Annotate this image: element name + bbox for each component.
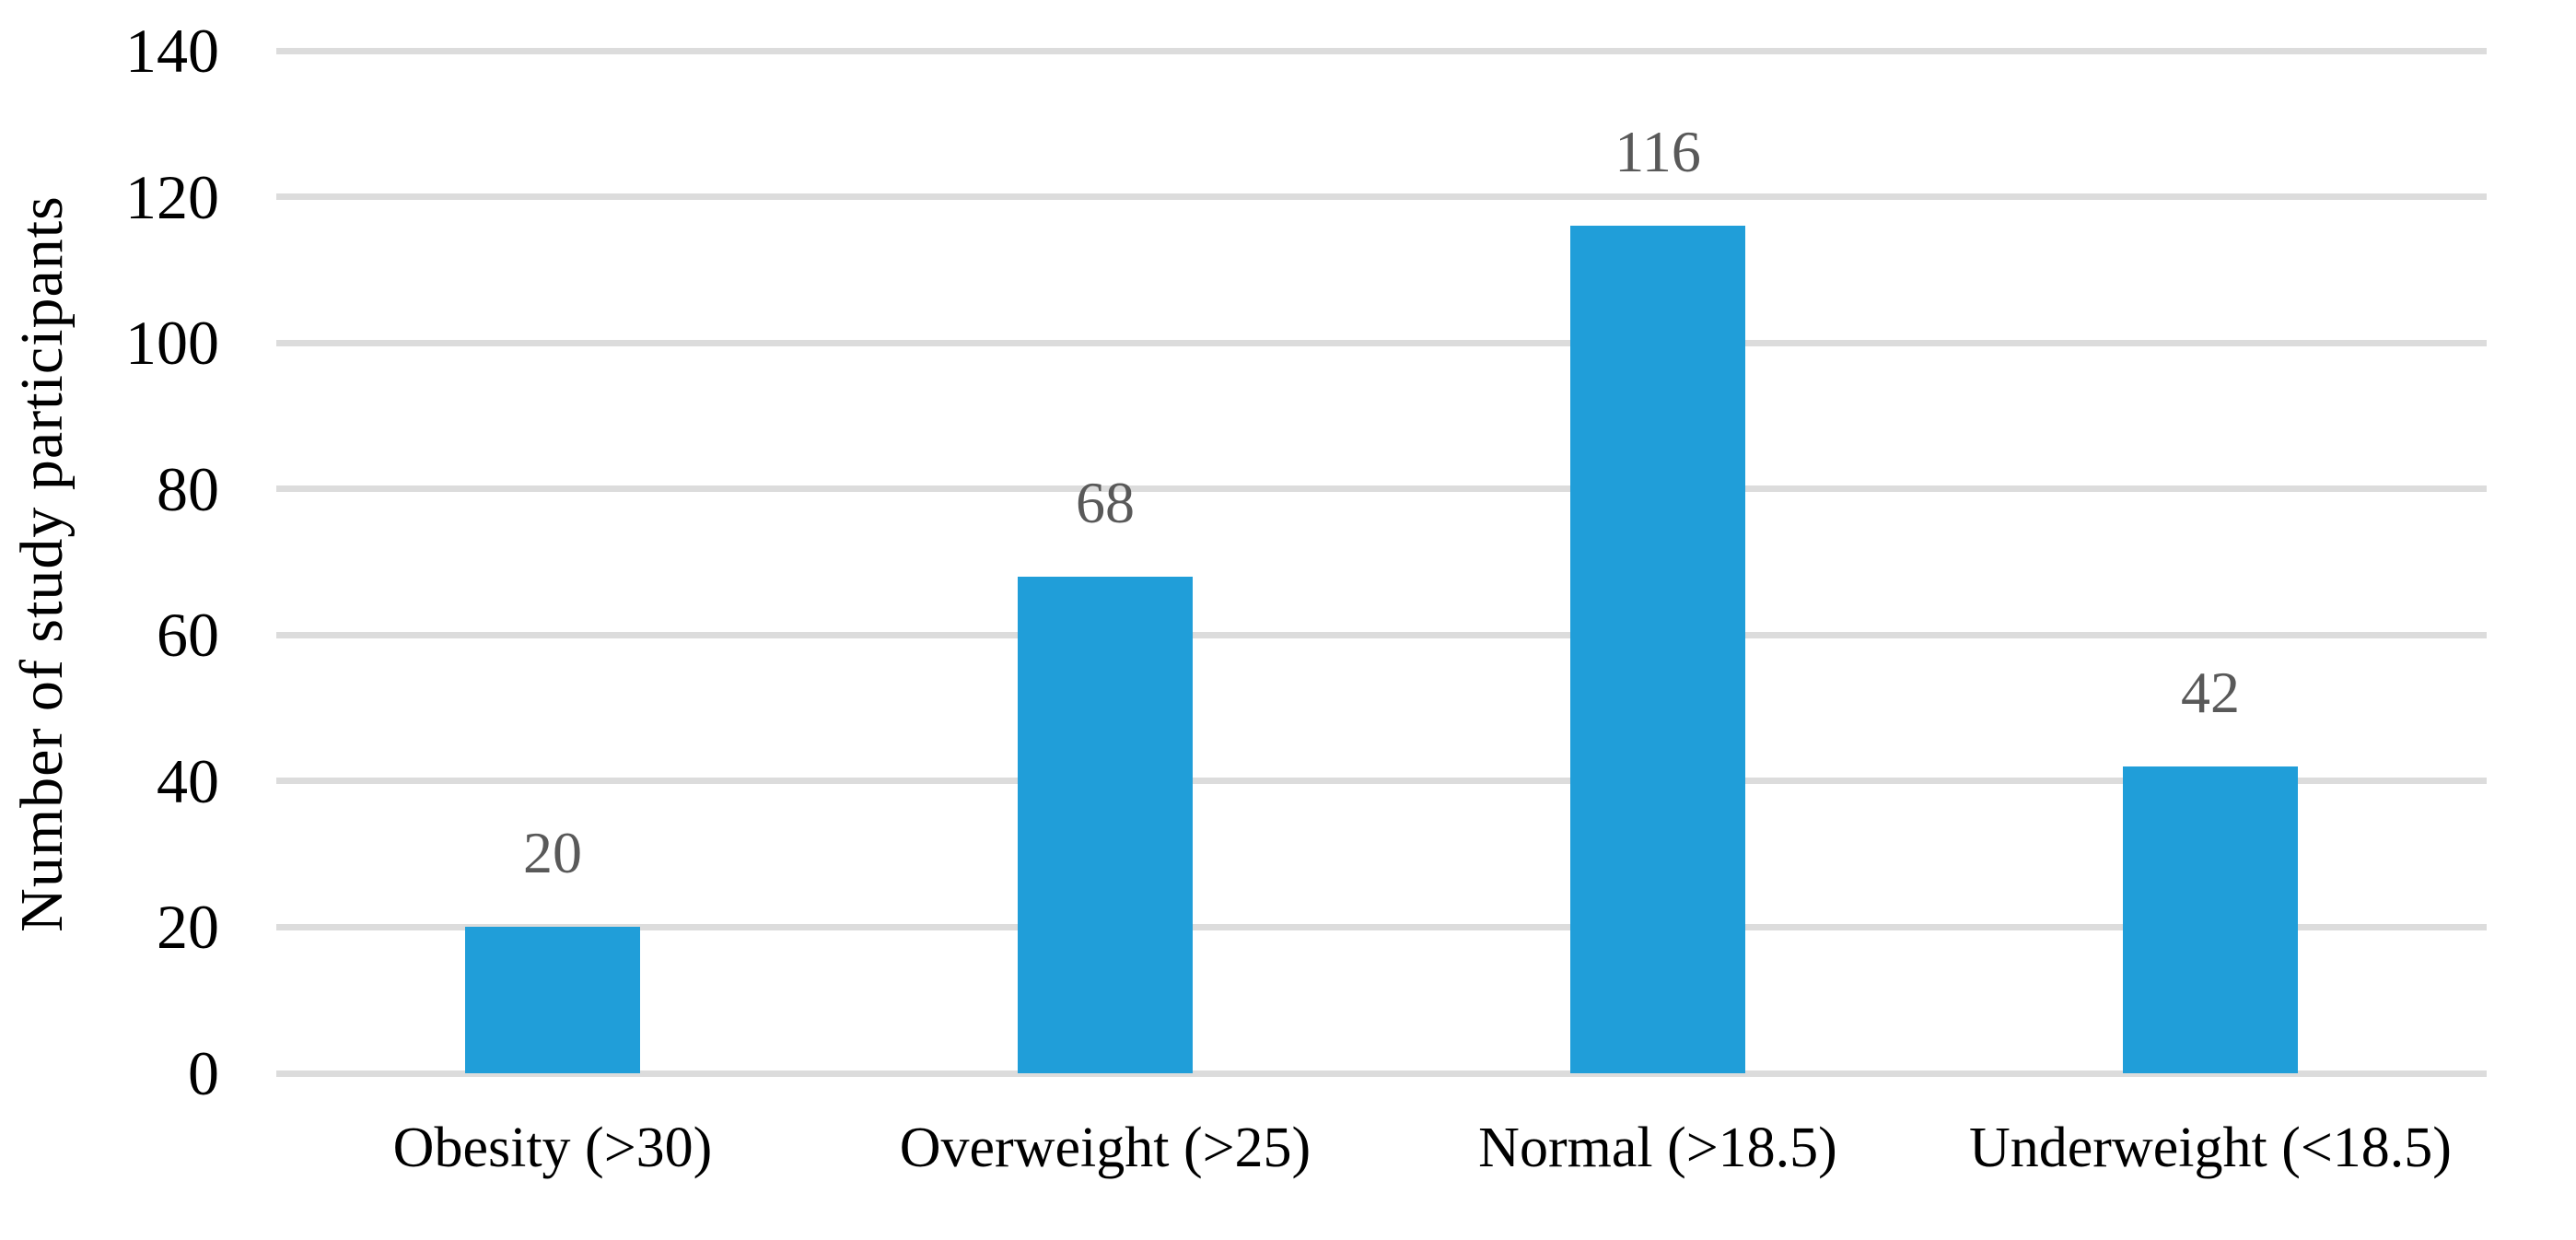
gridline-y-20 — [276, 923, 2487, 930]
y-tick-label-20: 20 — [157, 892, 219, 963]
gridline-y-100 — [276, 339, 2487, 346]
value-label-overweight-25: 68 — [1076, 469, 1135, 535]
x-category-label-obesity-30: Obesity (>30) — [392, 1117, 713, 1179]
bar-column-underweight-18-5: 42 — [1934, 51, 2487, 1073]
value-label-obesity-30: 20 — [523, 820, 582, 886]
gridline-y-80 — [276, 485, 2487, 493]
bar-obesity-30 — [465, 927, 640, 1073]
y-tick-label-80: 80 — [157, 453, 219, 524]
bar-overweight-25 — [1018, 576, 1193, 1073]
y-tick-label-120: 120 — [125, 161, 219, 232]
x-axis-category-labels: Obesity (>30) Overweight (>25) Normal (>18… — [276, 1117, 2487, 1179]
plot-area: 20 68 116 42 — [276, 47, 2487, 1077]
y-axis-tick-labels: 0 20 40 60 80 100 120 140 — [0, 19, 219, 1105]
value-label-normal-18-5: 116 — [1614, 119, 1701, 185]
y-tick-label-140: 140 — [125, 16, 219, 86]
y-tick-label-40: 40 — [157, 745, 219, 816]
y-tick-label-0: 0 — [188, 1038, 219, 1108]
x-category-label-underweight-18-5: Underweight (<18.5) — [1969, 1117, 2452, 1179]
gridline-y-0 — [276, 1070, 2487, 1077]
gridline-y-120 — [276, 193, 2487, 201]
gridline-y-60 — [276, 631, 2487, 638]
bar-column-obesity-30: 20 — [276, 51, 829, 1073]
y-tick-label-100: 100 — [125, 308, 219, 379]
gridline-y-140 — [276, 47, 2487, 54]
value-label-underweight-18-5: 42 — [2181, 660, 2240, 725]
x-category-label-normal-18-5: Normal (>18.5) — [1478, 1117, 1837, 1179]
x-category-label-overweight-25: Overweight (>25) — [899, 1117, 1311, 1179]
bar-column-overweight-25: 68 — [829, 51, 1381, 1073]
bar-normal-18-5 — [1570, 226, 1745, 1073]
bar-underweight-18-5 — [2123, 766, 2298, 1073]
bar-column-normal-18-5: 116 — [1381, 51, 1934, 1073]
gridline-y-40 — [276, 778, 2487, 785]
y-tick-label-60: 60 — [157, 600, 219, 671]
